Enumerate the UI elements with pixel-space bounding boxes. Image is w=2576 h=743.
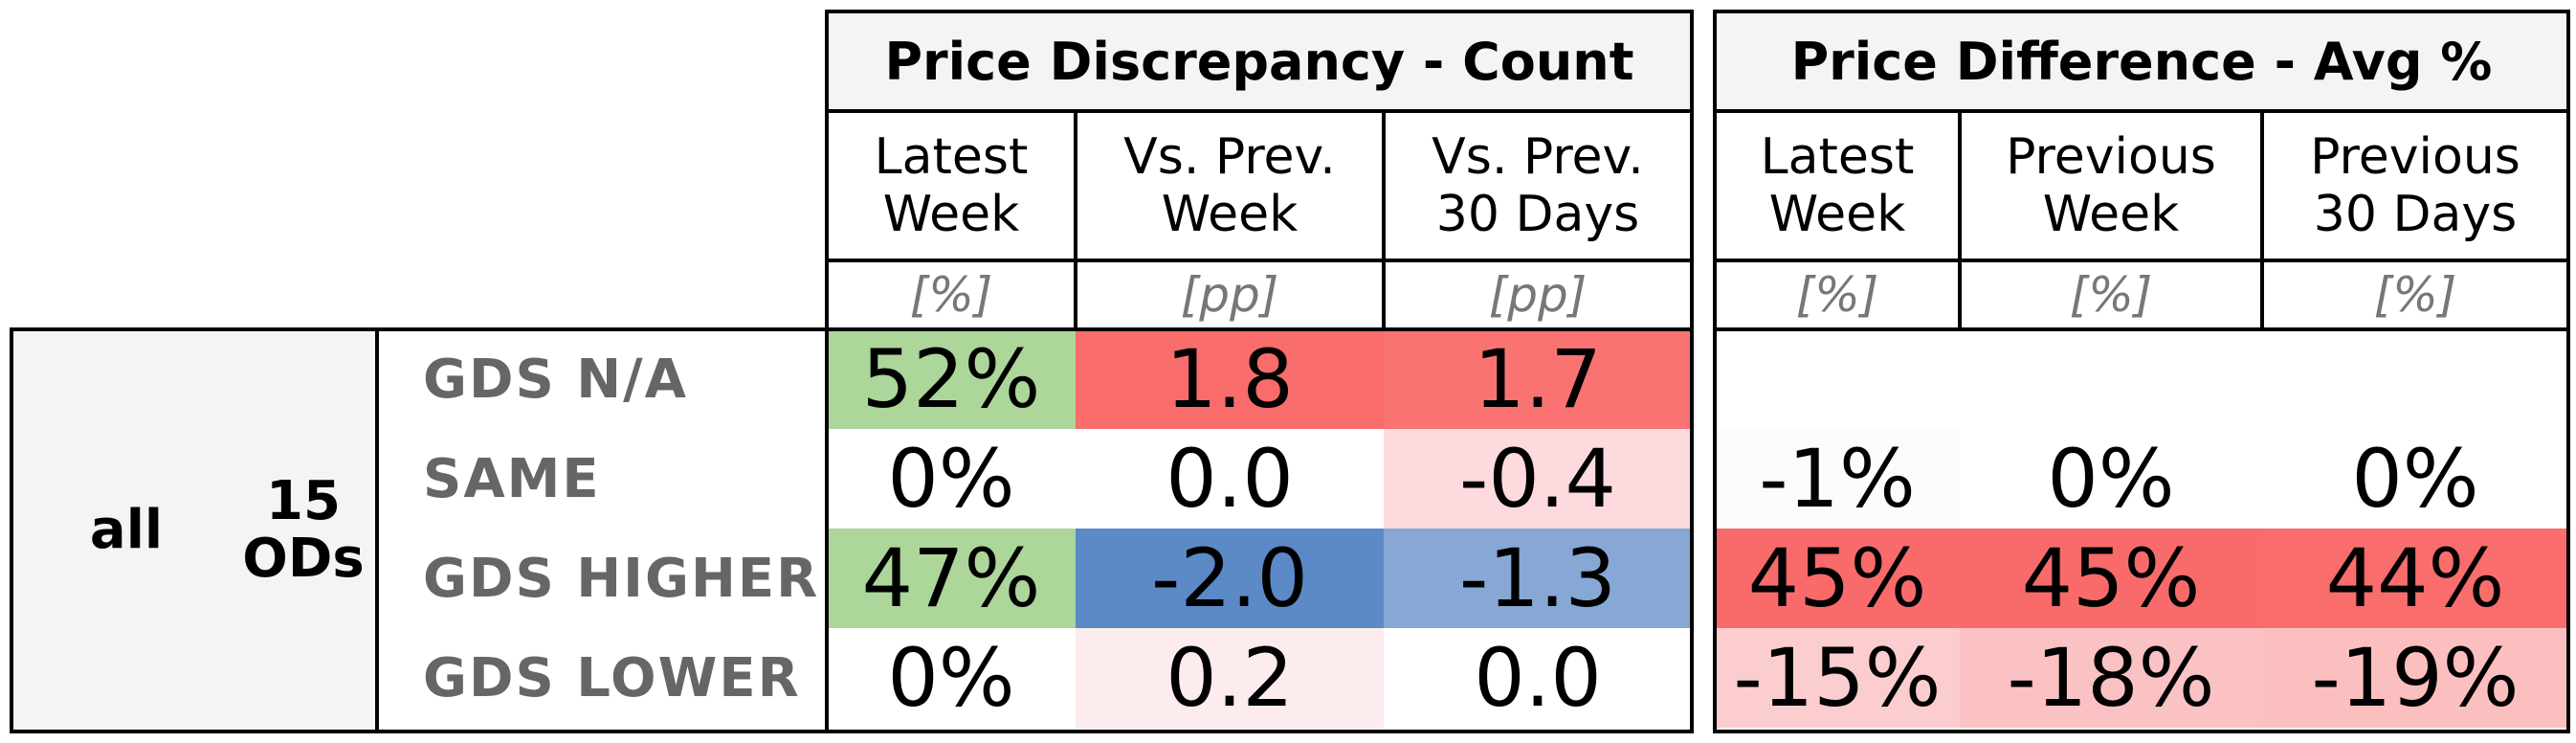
panel2-col3-header: Previous 30 Days	[2310, 128, 2520, 243]
panel2-header-divider	[1715, 259, 2568, 262]
panel1-cell-r2-c2: 0.0	[1076, 429, 1384, 529]
panel1-col2-header: Vs. Prev. Week	[1123, 128, 1336, 243]
panel2-title-divider	[1715, 109, 2568, 113]
panel1-cell-r2-c3: -0.4	[1384, 429, 1692, 529]
panel1-cell-r4-c2: 0.2	[1076, 628, 1384, 728]
panel2-cell-r4-c1: -15%	[1715, 628, 1960, 728]
panel1-title: Price Discrepancy - Count	[827, 11, 1692, 111]
panel2-cell-r1-c2	[1960, 329, 2262, 429]
panel2-cell-r4-c3: -19%	[2262, 628, 2568, 728]
subgroup-label: 15 ODs	[242, 470, 365, 590]
panel2-col1-unit: [%]	[1795, 267, 1879, 323]
group-label: all	[89, 499, 164, 561]
panel2-col-divider-1	[1958, 111, 1962, 329]
panel1-cell-r3-c1: 47%	[827, 529, 1076, 628]
panel1-col-divider-2	[1382, 111, 1386, 329]
panel2-col2-unit: [%]	[2069, 267, 2153, 323]
panel2-cell-r1-c1	[1715, 329, 1960, 429]
panel1-cell-r4-c1: 0%	[827, 628, 1076, 728]
panel2-unit-divider	[1715, 327, 2568, 331]
panel2-cell-r2-c3: 0%	[2262, 429, 2568, 529]
panel1-cell-r1-c3: 1.7	[1384, 329, 1692, 429]
panel2-cell-r4-c2: -18%	[1960, 628, 2262, 728]
row-label-same: SAME	[423, 447, 601, 510]
panel2-cell-r3-c3: 44%	[2262, 529, 2568, 628]
row-group-background	[11, 329, 377, 732]
panel1-col3-header: Vs. Prev. 30 Days	[1432, 128, 1644, 243]
panel2-col2-header: Previous Week	[2006, 128, 2216, 243]
panel1-unit-divider	[827, 327, 1692, 331]
row-label-gds-lower: GDS LOWER	[423, 646, 801, 709]
panel1-cell-r4-c3: 0.0	[1384, 628, 1692, 728]
row-label-gds-na: GDS N/A	[423, 348, 688, 411]
panel2-cell-r1-c3	[2262, 329, 2568, 429]
panel1-col1-unit: [%]	[909, 267, 993, 323]
panel2-cell-r3-c1: 45%	[1715, 529, 1960, 628]
panel1-col-divider-1	[1074, 111, 1077, 329]
panel1-col1-header: Latest Week	[874, 128, 1029, 243]
panel2-col-divider-2	[2260, 111, 2264, 329]
panel1-col3-unit: [pp]	[1488, 267, 1588, 323]
panel1-cell-r2-c1: 0%	[827, 429, 1076, 529]
panel2-cell-r2-c1: -1%	[1715, 429, 1960, 529]
panel1-header-divider	[827, 259, 1692, 262]
panel2-col1-header: Latest Week	[1760, 128, 1915, 243]
panel1-cell-r3-c3: -1.3	[1384, 529, 1692, 628]
panel2-cell-r3-c2: 45%	[1960, 529, 2262, 628]
row-group-divider	[375, 329, 379, 732]
panel1-cell-r1-c1: 52%	[827, 329, 1076, 429]
panel2-title: Price Difference - Avg %	[1715, 11, 2568, 111]
panel2-cell-r2-c2: 0%	[1960, 429, 2262, 529]
panel2-col3-unit: [%]	[2373, 267, 2457, 323]
panel1-cell-r1-c2: 1.8	[1076, 329, 1384, 429]
panel1-cell-r3-c2: -2.0	[1076, 529, 1384, 628]
panel1-title-divider	[827, 109, 1692, 113]
panel1-col2-unit: [pp]	[1180, 267, 1279, 323]
row-label-gds-higher: GDS HIGHER	[423, 547, 820, 610]
